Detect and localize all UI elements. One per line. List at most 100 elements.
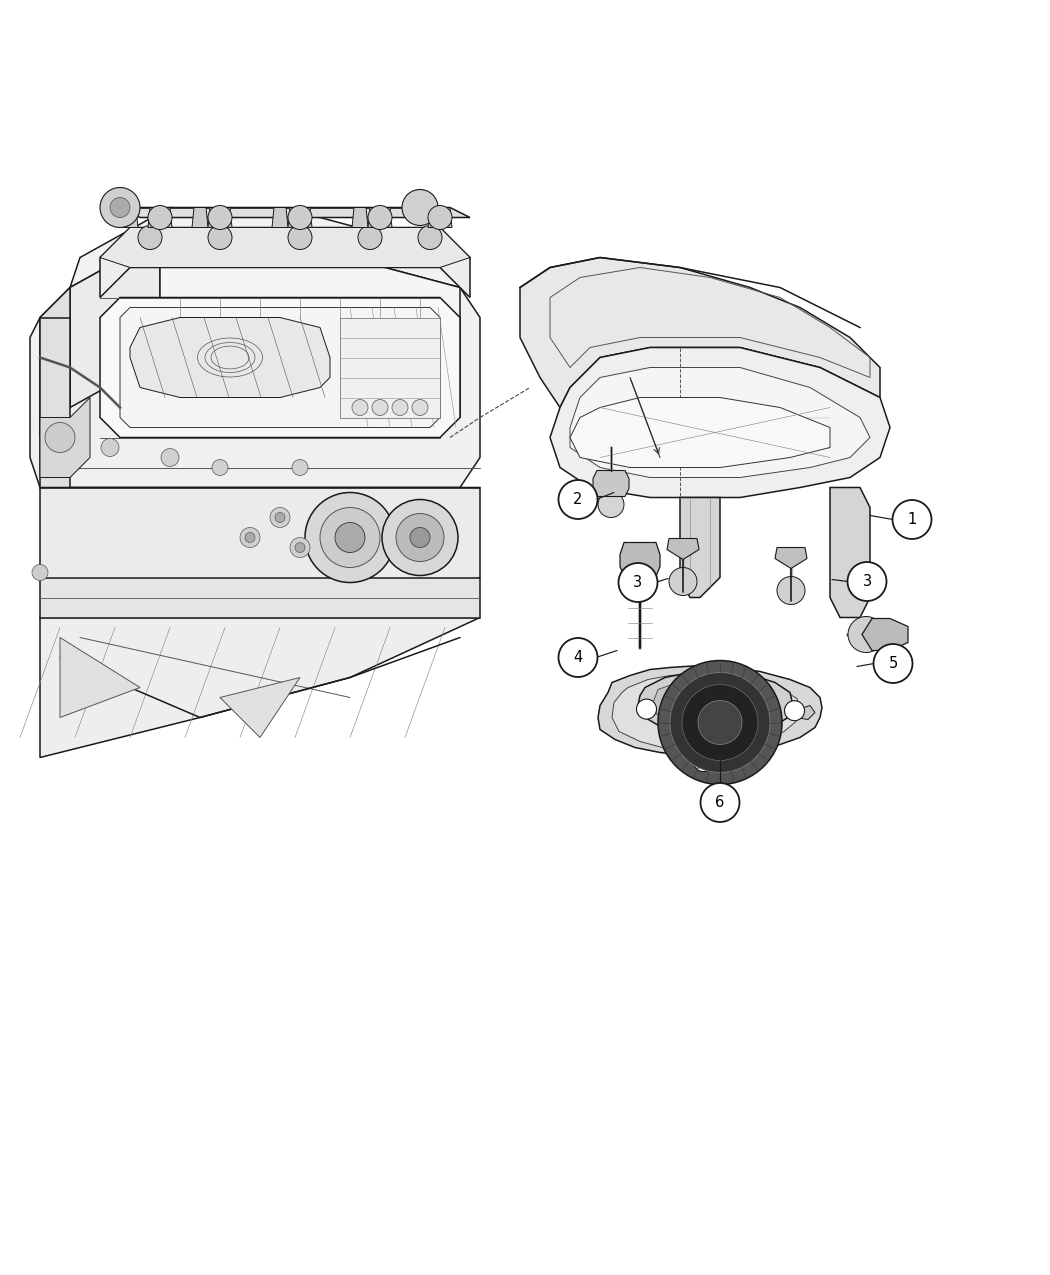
Polygon shape <box>796 705 815 719</box>
Polygon shape <box>830 487 870 617</box>
Circle shape <box>45 422 75 453</box>
Circle shape <box>161 449 179 467</box>
Circle shape <box>892 500 931 539</box>
Circle shape <box>368 205 392 230</box>
Polygon shape <box>40 487 480 598</box>
Circle shape <box>292 459 308 476</box>
Polygon shape <box>862 618 908 650</box>
Text: 2: 2 <box>573 492 583 507</box>
Circle shape <box>372 399 388 416</box>
Circle shape <box>412 399 428 416</box>
Polygon shape <box>620 542 660 576</box>
Circle shape <box>402 190 438 226</box>
Text: 3: 3 <box>633 575 643 590</box>
Circle shape <box>682 685 758 760</box>
Circle shape <box>110 198 130 218</box>
Circle shape <box>708 672 728 692</box>
Polygon shape <box>70 208 470 287</box>
Circle shape <box>636 699 656 719</box>
Polygon shape <box>352 208 367 227</box>
Text: 5: 5 <box>888 657 898 671</box>
Circle shape <box>382 500 458 575</box>
Circle shape <box>240 528 260 547</box>
Polygon shape <box>100 297 460 437</box>
Polygon shape <box>368 208 392 227</box>
Circle shape <box>694 751 714 771</box>
Circle shape <box>335 523 365 552</box>
Circle shape <box>847 562 886 601</box>
Polygon shape <box>100 227 470 297</box>
Polygon shape <box>520 258 880 408</box>
Circle shape <box>270 507 290 528</box>
Circle shape <box>428 205 452 230</box>
Polygon shape <box>160 237 460 417</box>
Circle shape <box>288 226 312 250</box>
Circle shape <box>698 700 742 745</box>
Circle shape <box>148 205 172 230</box>
Circle shape <box>304 492 395 583</box>
Polygon shape <box>192 208 208 227</box>
Circle shape <box>392 399 408 416</box>
Circle shape <box>288 205 312 230</box>
Circle shape <box>669 567 697 595</box>
Polygon shape <box>612 673 800 751</box>
Circle shape <box>410 528 430 547</box>
Circle shape <box>784 701 804 720</box>
Polygon shape <box>432 208 448 227</box>
Circle shape <box>670 672 770 773</box>
Polygon shape <box>598 666 822 756</box>
Circle shape <box>138 226 162 250</box>
Polygon shape <box>40 578 480 617</box>
Circle shape <box>874 644 912 683</box>
Circle shape <box>848 617 884 653</box>
Polygon shape <box>40 287 70 437</box>
Polygon shape <box>570 398 830 468</box>
Text: 3: 3 <box>862 574 872 589</box>
Circle shape <box>559 479 597 519</box>
Polygon shape <box>120 208 470 218</box>
Polygon shape <box>30 287 480 487</box>
Circle shape <box>100 187 140 227</box>
Circle shape <box>559 638 597 677</box>
Polygon shape <box>653 680 770 732</box>
Polygon shape <box>60 638 140 718</box>
Polygon shape <box>570 367 870 478</box>
Polygon shape <box>272 208 288 227</box>
Circle shape <box>618 564 657 602</box>
Polygon shape <box>680 497 720 598</box>
Circle shape <box>208 205 232 230</box>
Circle shape <box>212 459 228 476</box>
Circle shape <box>700 783 739 822</box>
Polygon shape <box>428 208 452 227</box>
Polygon shape <box>70 237 160 408</box>
Polygon shape <box>550 348 890 497</box>
Polygon shape <box>130 317 330 398</box>
Circle shape <box>295 542 304 552</box>
Polygon shape <box>40 398 90 478</box>
Polygon shape <box>220 677 300 737</box>
Circle shape <box>245 533 255 542</box>
Circle shape <box>777 576 805 604</box>
Polygon shape <box>340 317 440 417</box>
Polygon shape <box>288 208 312 227</box>
Polygon shape <box>593 470 629 496</box>
Text: 6: 6 <box>715 796 724 810</box>
Circle shape <box>358 226 382 250</box>
Polygon shape <box>667 538 699 560</box>
Circle shape <box>208 226 232 250</box>
Polygon shape <box>208 208 232 227</box>
Polygon shape <box>148 208 172 227</box>
Text: 4: 4 <box>573 650 583 666</box>
Polygon shape <box>100 227 470 268</box>
Circle shape <box>101 439 119 456</box>
Circle shape <box>320 507 380 567</box>
Text: 1: 1 <box>907 513 917 527</box>
Polygon shape <box>120 307 440 427</box>
Polygon shape <box>40 317 70 487</box>
Circle shape <box>275 513 285 523</box>
Circle shape <box>290 538 310 557</box>
Circle shape <box>598 491 624 518</box>
Polygon shape <box>122 208 138 227</box>
Circle shape <box>396 514 444 561</box>
Polygon shape <box>40 617 480 757</box>
